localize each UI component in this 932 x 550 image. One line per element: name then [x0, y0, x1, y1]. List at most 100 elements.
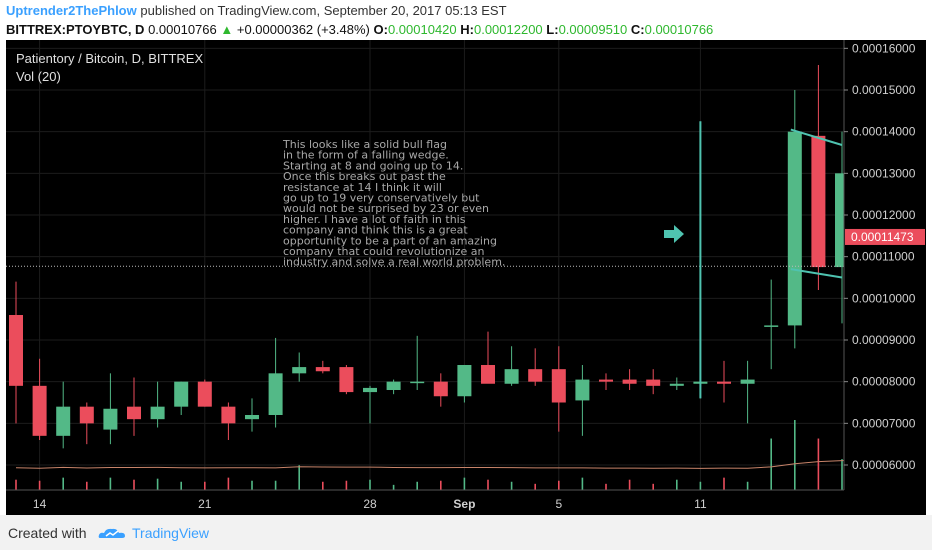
wedge-lower-line	[790, 268, 843, 279]
arrow-shape	[664, 225, 684, 243]
tradingview-cloud-icon[interactable]	[98, 526, 126, 540]
volume-bar	[581, 477, 584, 490]
annotation-line: This looks like a solid bull flag	[282, 138, 447, 151]
volume-bar	[156, 478, 159, 490]
volume-bar	[841, 459, 843, 490]
y-tick-label: 0.00010000	[852, 291, 916, 305]
time-axis[interactable]: 14 21 28 Sep 5 11	[6, 489, 844, 511]
candle-body	[127, 406, 141, 420]
low-value: 0.00009510	[558, 22, 628, 37]
volume-bar	[605, 483, 607, 490]
candle-body	[646, 379, 661, 386]
candle-body	[79, 406, 94, 424]
open-value: 0.00010420	[387, 22, 457, 37]
publish-info: published on TradingView.com, September …	[140, 3, 507, 18]
x-tick-label: 21	[198, 497, 212, 511]
volume-bar	[652, 483, 654, 490]
volume-bar	[369, 479, 371, 490]
y-tick-label: 0.00006000	[852, 458, 916, 472]
footer: Created with TradingView	[0, 515, 932, 550]
volume-ma-line	[15, 459, 866, 469]
price-badge-label: 0.00011473	[851, 230, 914, 244]
x-tick-label: Sep	[453, 497, 475, 511]
chart-legend-title: Patientory / Bitcoin, D, BITTREX	[16, 51, 203, 66]
volume-bar	[227, 477, 230, 490]
annotation-line: opportunity to be a part of an amazing	[283, 234, 497, 247]
chart-area[interactable]: Patientory / Bitcoin, D, BITTREX Vol (20…	[6, 40, 926, 515]
candle-body	[268, 373, 283, 415]
volume-bar	[109, 477, 112, 490]
candle-body	[481, 365, 495, 384]
high-value: 0.00012200	[473, 22, 543, 37]
volume-bar	[770, 438, 772, 490]
up-arrow-icon: ▲	[220, 22, 234, 37]
volume-bar	[322, 481, 324, 490]
volume-legend: Vol (20)	[16, 69, 61, 84]
volume-bar	[274, 480, 277, 490]
volume-ma	[15, 459, 866, 469]
x-tick-label: 28	[363, 497, 377, 511]
y-tick-label: 0.00016000	[852, 41, 916, 55]
candle-body	[433, 381, 448, 397]
volume-bar	[133, 479, 135, 490]
volume-bar	[699, 481, 702, 490]
candle-body	[363, 387, 377, 393]
volume-bar	[251, 480, 253, 490]
candle-body	[315, 367, 330, 372]
candle-body	[150, 406, 165, 420]
annotation-line: company that could revolutionize an	[283, 245, 485, 258]
annotation-line: go up to 19 very conservatively but	[283, 192, 480, 205]
volume-bar	[534, 483, 536, 490]
y-tick-label: 0.00015000	[852, 83, 916, 97]
volume-bar	[204, 481, 206, 490]
y-tick-label: 0.00008000	[852, 375, 916, 389]
volume-bar	[463, 477, 466, 490]
y-tick-label: 0.00014000	[852, 125, 916, 139]
volume-bar	[628, 479, 631, 490]
volume-bar	[62, 477, 64, 490]
candlestick-chart[interactable]: Patientory / Bitcoin, D, BITTREX Vol (20…	[6, 40, 926, 515]
tradingview-brand[interactable]: TradingView	[132, 525, 210, 541]
volume-bar	[392, 484, 395, 490]
candle-body	[528, 369, 543, 382]
close-label: C:	[630, 22, 645, 37]
volume-bar	[180, 481, 182, 490]
candle-body	[197, 381, 212, 407]
volume-bar	[794, 420, 796, 490]
y-tick-label: 0.00009000	[852, 333, 916, 347]
volume-bar	[817, 438, 820, 490]
volume-bar	[416, 481, 418, 490]
chart-header: Uptrender2ThePhlow published on TradingV…	[0, 0, 932, 40]
candle-body	[292, 367, 307, 374]
annotation-line: in the form of a falling wedge.	[283, 149, 449, 162]
y-tick-label: 0.00013000	[852, 166, 916, 180]
annotation-line: company and think this is a great	[283, 224, 468, 237]
candle-body	[221, 406, 236, 424]
volume-bar	[15, 479, 17, 490]
y-tick-label: 0.00011000	[852, 250, 915, 264]
candles	[9, 65, 873, 449]
x-tick-label: 11	[694, 497, 707, 511]
candle-body	[764, 325, 779, 327]
price-badge-bg	[845, 228, 925, 245]
y-tick-label: 0.00007000	[852, 416, 916, 430]
annotation-line: higher. I have a lot of faith in this	[283, 213, 466, 226]
created-with-label: Created with	[8, 525, 87, 541]
price-change: +0.00000362 (+3.48%)	[236, 22, 370, 37]
candle-body	[787, 131, 802, 326]
y-tick-label: 0.00012000	[852, 208, 916, 222]
candle-body	[740, 379, 755, 384]
close-value: 0.00010766	[644, 22, 714, 37]
volume-bar	[487, 479, 489, 490]
candle-body	[339, 367, 354, 393]
author-link[interactable]: Uptrender2ThePhlow	[6, 3, 137, 18]
candle-body	[551, 369, 566, 403]
volume-bar	[723, 477, 725, 490]
current-price: 0.00010766	[148, 22, 217, 37]
ohlc-line: BITTREX:PTOYBTC, D 0.00010766 ▲ +0.00000…	[6, 22, 713, 37]
x-tick-label: 5	[555, 497, 562, 511]
price-axis[interactable]: 0.00006000 0.00007000 0.00008000 0.00009000…	[843, 40, 926, 515]
publish-line: Uptrender2ThePhlow published on TradingV…	[6, 3, 507, 18]
candle-body	[457, 365, 472, 397]
